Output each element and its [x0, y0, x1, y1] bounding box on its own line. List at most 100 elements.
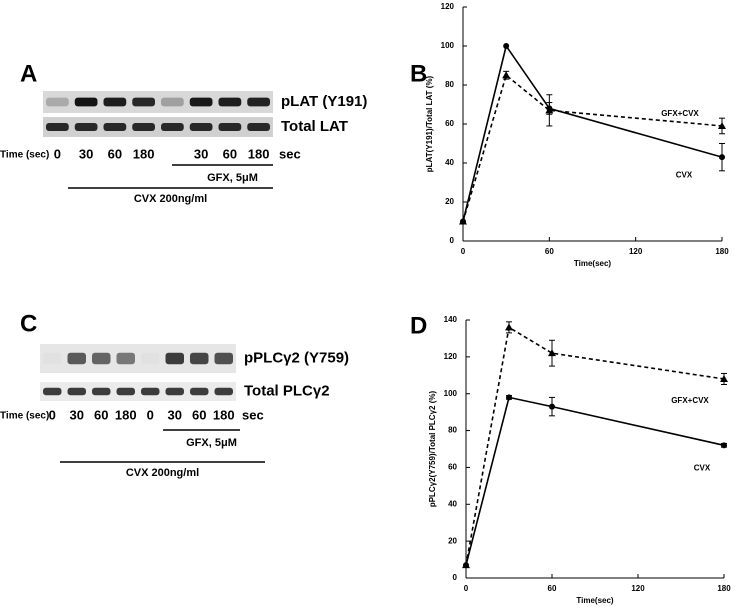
band [165, 387, 184, 396]
band-label: pPLCγ2 (Y759) [244, 349, 349, 366]
time-unit: sec [279, 146, 301, 161]
x-tick-label: 60 [545, 247, 554, 256]
series-label: CVX [676, 170, 693, 179]
x-tick-label: 120 [631, 584, 645, 593]
marker [720, 374, 728, 382]
panel-label: D [410, 312, 427, 339]
band [132, 123, 155, 131]
y-tick-label: 20 [448, 536, 457, 545]
marker [503, 43, 510, 49]
band [190, 352, 209, 365]
agonist-label: CVX 200ng/ml [126, 467, 199, 479]
band [67, 387, 86, 396]
x-tick-label: 60 [548, 584, 557, 593]
marker [718, 121, 726, 129]
series-label: CVX [694, 463, 711, 472]
y-tick-label: 140 [444, 315, 458, 324]
time-label: Time (sec) [0, 411, 49, 422]
series-line [465, 396, 725, 566]
band [214, 387, 233, 396]
marker [546, 105, 553, 112]
band [141, 387, 160, 396]
x-tick-label: 180 [717, 584, 731, 593]
marker [463, 562, 469, 569]
x-tick-label: 120 [629, 247, 643, 256]
band [116, 387, 135, 396]
time-value: 180 [115, 407, 137, 422]
time-label: Time (sec) [0, 150, 49, 161]
band [189, 97, 213, 107]
y-axis-label: pPLCγ2(Y759)/Total PLCγ2 (%) [428, 391, 437, 508]
y-tick-label: 60 [445, 119, 454, 128]
marker [506, 394, 512, 401]
x-tick-label: 180 [715, 247, 729, 256]
marker [505, 323, 513, 331]
band [218, 123, 242, 131]
time-value: 30 [194, 146, 208, 161]
band [103, 97, 127, 107]
band [103, 123, 127, 131]
band [92, 352, 111, 365]
band [46, 123, 69, 131]
time-value: 180 [133, 146, 155, 161]
time-value: 180 [248, 146, 270, 161]
x-tick-label: 0 [464, 584, 469, 593]
band-label: Total PLCγ2 [244, 382, 330, 399]
x-axis-label: Time(sec) [574, 259, 612, 268]
band [74, 123, 98, 131]
x-axis-label: Time(sec) [576, 596, 614, 605]
inhibitor-label: GFX, 5μM [207, 172, 258, 184]
band-label: Total LAT [281, 118, 348, 135]
band [132, 97, 155, 107]
band [116, 352, 135, 365]
band [218, 97, 242, 107]
time-value: 0 [49, 407, 56, 422]
time-value: 0 [147, 407, 154, 422]
band [74, 97, 98, 107]
series-line [465, 326, 725, 566]
y-tick-label: 80 [445, 80, 454, 89]
series-label: GFX+CVX [661, 109, 699, 118]
band-label: pLAT (Y191) [281, 93, 367, 110]
series-label: GFX+CVX [671, 396, 709, 405]
time-value: 60 [94, 407, 108, 422]
y-tick-label: 100 [441, 41, 455, 50]
y-tick-label: 20 [445, 197, 454, 206]
y-tick-label: 40 [448, 499, 457, 508]
agonist-label: CVX 200ng/ml [134, 193, 207, 205]
y-tick-label: 100 [444, 389, 458, 398]
band [46, 97, 69, 107]
time-unit: sec [242, 407, 264, 422]
y-tick-label: 60 [448, 463, 457, 472]
band [43, 352, 62, 365]
y-axis-label: pLAT(Y191)/Total LAT (%) [425, 75, 434, 172]
band [165, 352, 184, 365]
band [43, 387, 62, 396]
band [92, 387, 111, 396]
y-tick-label: 0 [450, 236, 455, 245]
band [214, 352, 233, 365]
time-value: 60 [223, 146, 237, 161]
panel-label: B [410, 60, 427, 87]
marker [548, 349, 556, 357]
inhibitor-label: GFX, 5μM [186, 437, 237, 449]
time-value: 30 [70, 407, 84, 422]
band [189, 123, 213, 131]
marker [719, 154, 725, 161]
band [161, 97, 184, 107]
marker [460, 218, 466, 225]
series-line [462, 44, 723, 222]
time-value: 30 [79, 146, 93, 161]
y-tick-label: 0 [453, 573, 458, 582]
marker [549, 403, 555, 410]
panel-label: C [20, 310, 37, 337]
band [247, 97, 270, 107]
y-tick-label: 80 [448, 426, 457, 435]
band [161, 123, 184, 131]
marker [502, 71, 511, 79]
series-line [462, 73, 723, 222]
x-tick-label: 0 [461, 247, 466, 256]
band [67, 352, 86, 365]
y-tick-label: 120 [441, 2, 455, 11]
